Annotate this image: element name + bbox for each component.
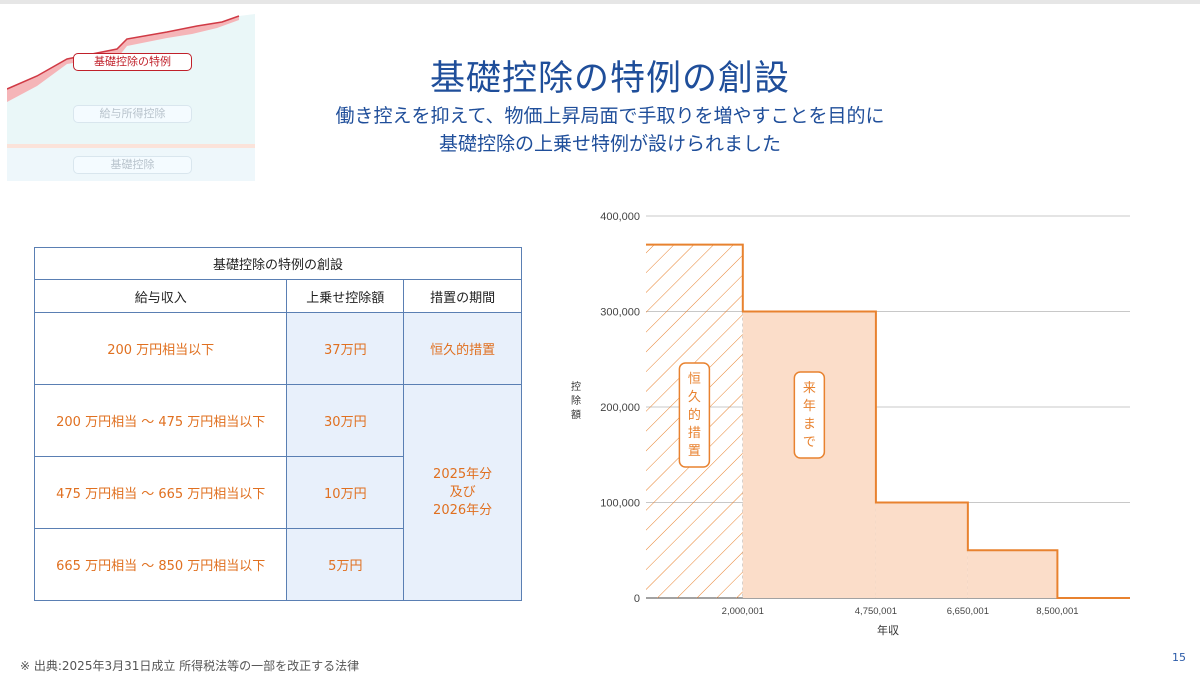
annotation-char: で: [803, 435, 816, 450]
annotation-char: 年: [803, 399, 816, 414]
y-axis-title-char: 控: [571, 380, 581, 393]
table-caption: 基礎控除の特例の創設: [34, 247, 522, 280]
period-line: 2025年分: [433, 466, 493, 482]
income-cell: 665 万円相当 〜 850 万円相当以下: [33, 528, 288, 601]
amount-cell: 37万円: [286, 312, 405, 385]
annotation-box: [678, 362, 711, 468]
step-line: [646, 243, 1130, 599]
step-segment: [967, 550, 1058, 598]
x-tick-label: 2,000,001: [722, 606, 764, 617]
y-tick-label: 300,000: [600, 307, 640, 319]
y-tick-label: 100,000: [600, 498, 640, 510]
table-row: 665 万円相当 〜 850 万円相当以下 5万円: [33, 528, 522, 601]
table-row: 200 万円相当 〜 475 万円相当以下 30万円 2025年分 及び 202…: [33, 384, 522, 601]
x-tick-label: 4,750,001: [855, 606, 897, 617]
income-cell: 200 万円相当以下: [33, 312, 288, 385]
annotation-char: 置: [688, 444, 701, 459]
annotation-char: 的: [688, 407, 701, 423]
y-tick-label: 400,000: [600, 211, 640, 223]
step-segment: [875, 502, 968, 598]
thumbnail-illustration: 基礎控除の特例 給与所得控除 基礎控除: [7, 14, 255, 181]
subtitle-line-2: 基礎控除の上乗せ特例が設けられました: [438, 133, 781, 155]
thumbnail-label-basic: 基礎控除: [73, 156, 192, 174]
period-line: 2026年分: [433, 502, 493, 518]
period-line: 及び: [449, 484, 476, 500]
period-cell: 恒久的措置: [403, 312, 522, 385]
header-amount: 上乗せ控除額: [286, 279, 405, 313]
period-merged-cell: 2025年分 及び 2026年分: [403, 384, 522, 601]
page-number: 15: [1172, 651, 1186, 664]
amount-cell: 30万円: [286, 384, 405, 457]
amount-cell: 5万円: [286, 528, 405, 601]
x-tick-label: 6,650,001: [947, 606, 989, 617]
income-cell: 200 万円相当 〜 475 万円相当以下: [33, 384, 288, 457]
y-axis-title-char: 除: [571, 394, 581, 407]
annotation-char: 久: [688, 390, 701, 405]
thumbnail-graphic: [7, 14, 255, 181]
y-tick-label: 200,000: [600, 402, 640, 414]
annotation-char: ま: [803, 417, 816, 432]
thumbnail-label-special: 基礎控除の特例: [73, 53, 192, 71]
source-footnote: ※ 出典:2025年3月31日成立 所得税法等の一部を改正する法律: [20, 659, 360, 673]
table-row: 200 万円相当以下 37万円 恒久的措置: [33, 312, 522, 385]
header-income: 給与収入: [33, 279, 288, 313]
annotation-char: 来: [803, 381, 816, 396]
annotation-char: 恒: [688, 372, 701, 387]
income-cell: 475 万円相当 〜 665 万円相当以下: [33, 456, 288, 529]
thumbnail-label-income: 給与所得控除: [73, 105, 192, 123]
top-strip: [0, 0, 1200, 4]
annotation-box: [793, 371, 826, 459]
y-tick-label: 0: [634, 593, 640, 605]
subtitle-line-1: 働き控えを抑えて、物価上昇局面で手取りを増やすことを目的に: [335, 105, 885, 127]
y-axis-title-char: 額: [571, 408, 581, 421]
amount-cell: 10万円: [286, 456, 405, 529]
annotation-char: 措: [688, 426, 701, 441]
deduction-table: 基礎控除の特例の創設 給与収入 上乗せ控除額 措置の期間 200 万円相当以下 …: [33, 247, 522, 601]
page-title: 基礎控除の特例の創設: [429, 59, 790, 99]
table-row: 475 万円相当 〜 665 万円相当以下 10万円: [33, 456, 522, 529]
x-tick-label: 8,500,001: [1036, 606, 1078, 617]
header-period: 措置の期間: [403, 279, 522, 313]
x-axis-title: 年収: [877, 623, 899, 637]
